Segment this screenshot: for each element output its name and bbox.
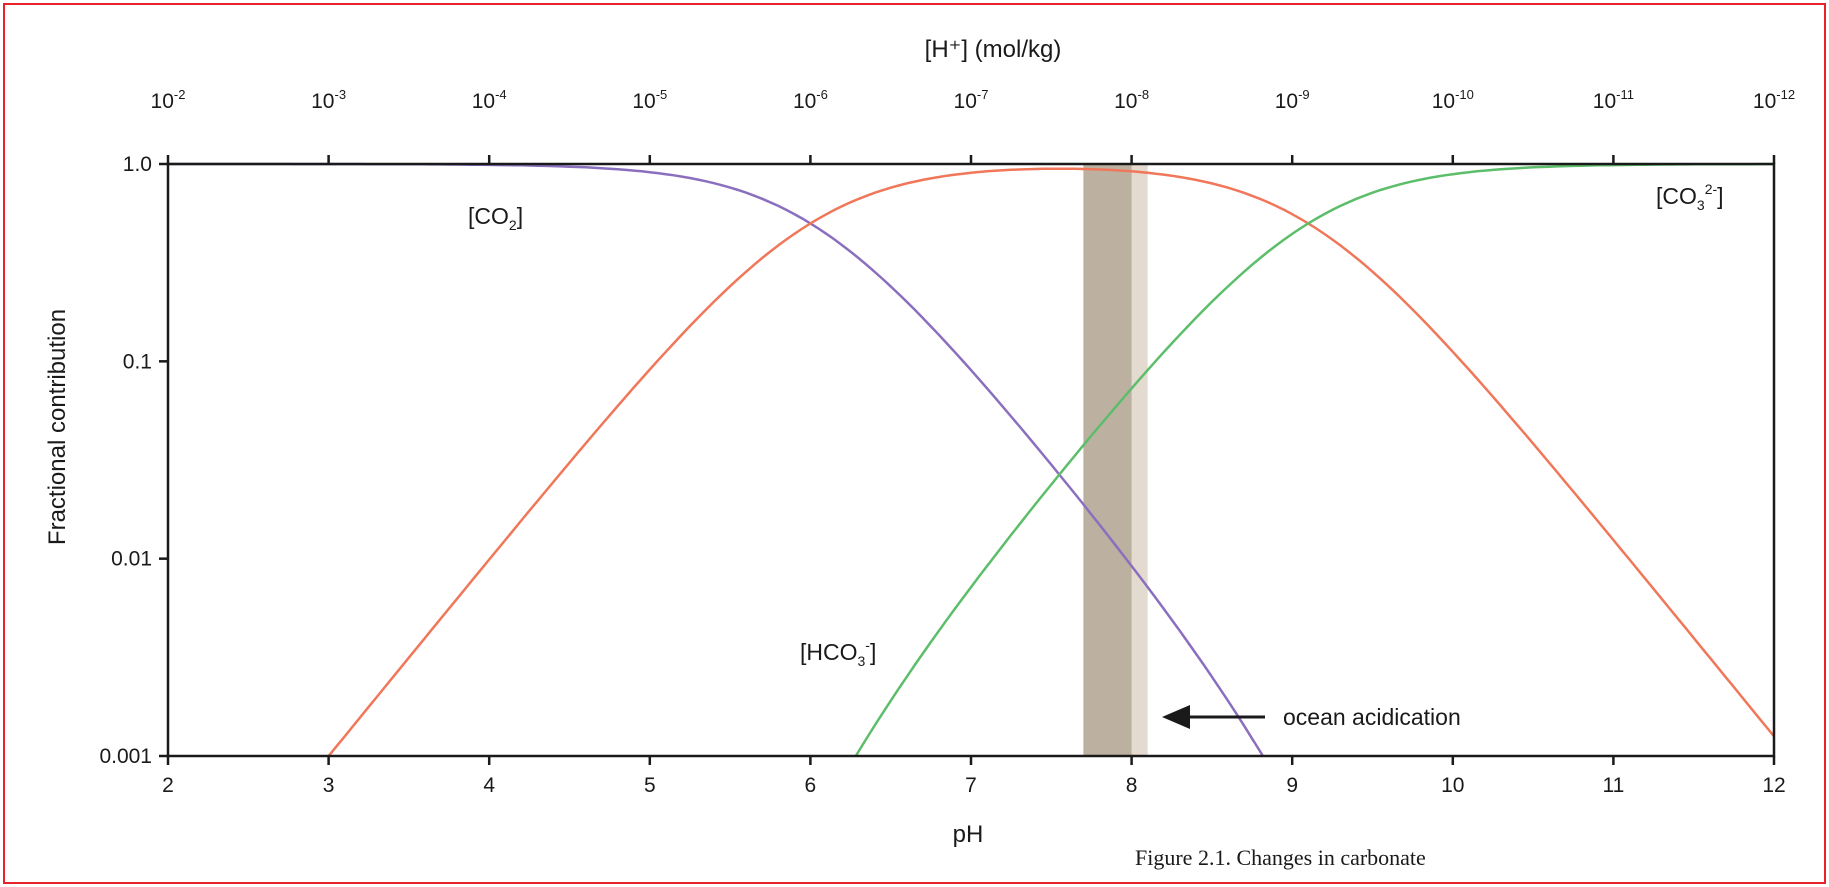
x-tick-label: 5 (644, 774, 656, 797)
x-tick-label: 4 (483, 774, 495, 797)
annotation-arrow-head (1162, 705, 1190, 729)
top-tick-label: 10-4 (472, 87, 507, 113)
top-tick-label: 10-6 (793, 87, 828, 113)
y-tick-label: 0.01 (111, 548, 152, 571)
axes (159, 155, 1776, 765)
ocean-acidification-bands (1083, 164, 1148, 756)
series-labels: [CO2] [HCO3-] [CO32-] (468, 181, 1724, 669)
plot-frame (166, 162, 1776, 758)
series-line-hco3 (327, 167, 1774, 756)
top-axis-title: [H⁺] (mol/kg) (925, 36, 1062, 63)
series-lines (168, 162, 1774, 756)
top-tick-label: 10-12 (1753, 87, 1795, 113)
band-1 (1083, 164, 1132, 756)
x-tick-label: 10 (1441, 774, 1464, 797)
top-tick-label: 10-8 (1114, 87, 1149, 113)
x-tick-label: 8 (1126, 774, 1138, 797)
top-tick-label: 10-10 (1432, 87, 1474, 113)
x-tick-label: 12 (1762, 774, 1785, 797)
figure-caption: Figure 2.1. Changes in carbonate (1135, 845, 1426, 870)
x-tick-label: 2 (162, 774, 174, 797)
y-tick-label: 0.1 (123, 350, 152, 373)
x-tick-label: 9 (1286, 774, 1298, 797)
series-label-hco3: [HCO3-] (800, 637, 876, 669)
x-tick-label: 3 (323, 774, 335, 797)
top-tick-label: 10-11 (1593, 87, 1634, 113)
series-label-co2: [CO2] (468, 203, 523, 233)
top-tick-label: 10-2 (151, 87, 186, 113)
top-tick-label: 10-5 (632, 87, 667, 113)
y-tick-label: 1.0 (123, 153, 152, 176)
top-tick-label: 10-7 (954, 87, 989, 113)
x-tick-label: 7 (965, 774, 977, 797)
ocean-acidification-annotation: ocean acidication (1162, 704, 1461, 730)
x-axis-title: pH (953, 821, 984, 848)
x-tick-label: 6 (805, 774, 817, 797)
y-axis-title: Fractional contribution (44, 309, 71, 545)
annotation-label: ocean acidication (1283, 704, 1461, 730)
y-tick-label: 0.001 (99, 745, 152, 768)
series-label-co3: [CO32-] (1656, 181, 1724, 213)
figure-frame (3, 3, 1826, 884)
top-tick-label: 10-9 (1275, 87, 1310, 113)
top-tick-label: 10-3 (311, 87, 346, 113)
x-tick-label: 11 (1602, 774, 1624, 797)
tick-labels: 2 3 4 5 6 7 8 9 10 11 12 10-2 10-3 10-4 10-5 10-6 10-7 10… (99, 87, 1795, 797)
